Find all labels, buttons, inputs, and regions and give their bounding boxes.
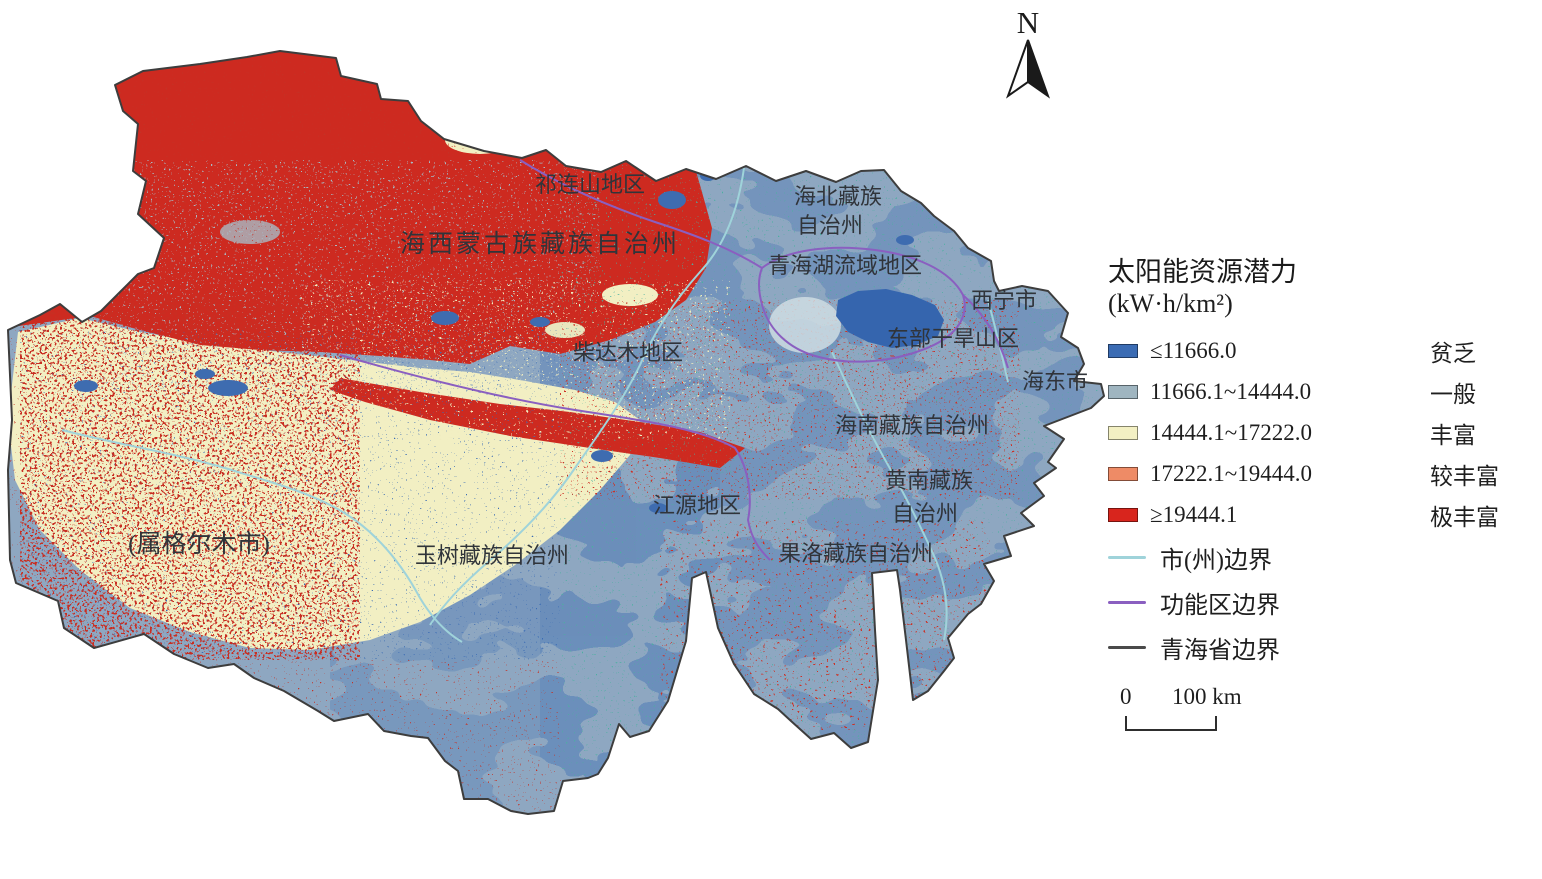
legend-range-rich: 14444.1~17222.0 bbox=[1150, 419, 1312, 445]
legend-item-richest: ≥19444.1 极丰富 bbox=[1108, 494, 1542, 535]
legend-grade-richest: 极丰富 bbox=[1430, 504, 1499, 530]
legend-item-poor: ≤11666.0 贫乏 bbox=[1108, 330, 1542, 371]
map-label-jiangyuan: 江源地区 bbox=[653, 493, 741, 518]
pale-basin-patch bbox=[769, 297, 841, 353]
legend-swatch-rich bbox=[1108, 425, 1138, 440]
legend-range-richest: ≥19444.1 bbox=[1150, 501, 1238, 527]
map-label-qilianshan: 祁连山地区 bbox=[535, 172, 645, 197]
map-label-golog: 果洛藏族自治州 bbox=[779, 541, 933, 566]
legend: 太阳能资源潜力 (kW·h/km²) ≤11666.0 贫乏 11666.1~1… bbox=[1108, 256, 1542, 744]
qinghai-lake bbox=[836, 289, 944, 348]
map-label-xining: 西宁市 bbox=[971, 288, 1037, 313]
city-boundary-swatch bbox=[1108, 556, 1146, 559]
legend-item-richer: 17222.1~19444.0 较丰富 bbox=[1108, 453, 1542, 494]
north-arrow-right-wing bbox=[1027, 39, 1050, 99]
map-label-haixi: 海西蒙古族藏族自治州 bbox=[400, 230, 680, 258]
legend-swatch-richest bbox=[1108, 507, 1138, 522]
scale-start-label: 0 bbox=[1120, 684, 1132, 709]
legend-range-richer: 17222.1~19444.0 bbox=[1150, 460, 1312, 486]
functional-boundary-label: 功能区边界 bbox=[1160, 593, 1280, 619]
legend-grade-poor: 贫乏 bbox=[1430, 340, 1476, 366]
map-label-eastern-arid-mountains: 东部干旱山区 bbox=[887, 326, 1019, 351]
legend-range-poor: ≤11666.0 bbox=[1150, 337, 1237, 363]
legend-item-rich: 14444.1~17222.0 丰富 bbox=[1108, 412, 1542, 453]
north-arrow: N bbox=[1006, 5, 1050, 99]
legend-unit: (kW·h/km²) bbox=[1108, 289, 1233, 318]
city-boundary-label: 市(州)边界 bbox=[1160, 548, 1272, 574]
north-arrow-label: N bbox=[1017, 5, 1039, 40]
city-boundary-lines bbox=[61, 167, 1009, 643]
map-label-qinghai-lake-basin: 青海湖流域地区 bbox=[768, 253, 922, 278]
legend-grade-rich: 丰富 bbox=[1430, 422, 1476, 448]
legend-swatch-average bbox=[1108, 384, 1138, 399]
functional-boundary-lines bbox=[339, 159, 1009, 561]
legend-swatch-poor bbox=[1108, 343, 1138, 358]
map-label-hainan: 海南藏族自治州 bbox=[835, 413, 989, 438]
map-label-qaidam: 柴达木地区 bbox=[573, 340, 683, 365]
legend-line-province: 青海省边界 bbox=[1108, 625, 1542, 670]
map-label-huangnan-line2: 自治州 bbox=[892, 501, 958, 526]
map-label-haibei-line1: 海北藏族 bbox=[794, 184, 882, 209]
map-label-haidong: 海东市 bbox=[1022, 369, 1088, 394]
map-label-golmud: (属格尔木市) bbox=[128, 530, 270, 558]
map-label-yushu: 玉树藏族自治州 bbox=[415, 543, 569, 568]
map-label-huangnan-line1: 黄南藏族 bbox=[885, 468, 973, 493]
map-label-haibei-line2: 自治州 bbox=[797, 213, 863, 238]
province-boundary-label: 青海省边界 bbox=[1160, 638, 1280, 664]
legend-grade-richer: 较丰富 bbox=[1430, 463, 1499, 489]
scale-bracket bbox=[1125, 716, 1217, 731]
legend-range-average: 11666.1~14444.0 bbox=[1150, 378, 1312, 404]
legend-title: 太阳能资源潜力 bbox=[1108, 257, 1297, 287]
legend-item-average: 11666.1~14444.0 一般 bbox=[1108, 371, 1542, 412]
province-border bbox=[7, 50, 1105, 815]
province-boundary-swatch bbox=[1108, 646, 1146, 649]
legend-line-city: 市(州)边界 bbox=[1108, 535, 1542, 580]
legend-grade-average: 一般 bbox=[1430, 381, 1476, 407]
scale-end-label: 100 km bbox=[1172, 684, 1242, 709]
scale-bar: 0 100 km bbox=[1108, 684, 1542, 744]
functional-boundary-swatch bbox=[1108, 601, 1146, 604]
legend-line-functional: 功能区边界 bbox=[1108, 580, 1542, 625]
north-arrow-left-wing bbox=[1006, 39, 1029, 99]
legend-swatch-richer bbox=[1108, 466, 1138, 481]
